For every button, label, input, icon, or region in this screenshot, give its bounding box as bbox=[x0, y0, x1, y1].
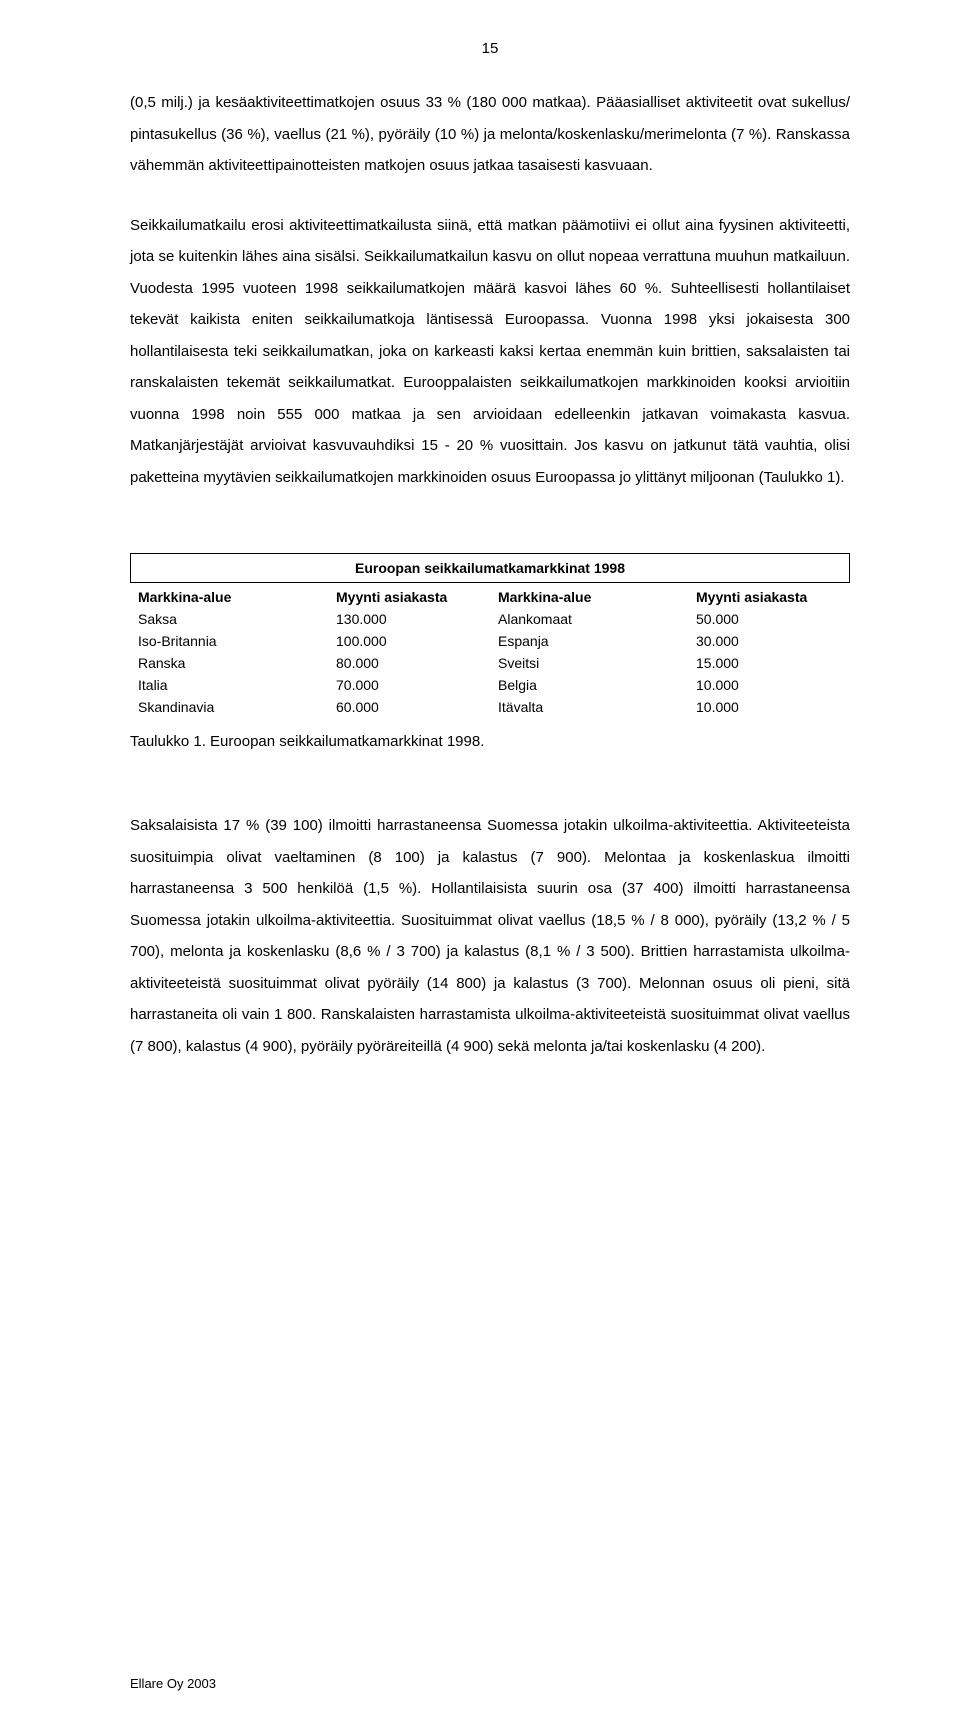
table-row: Ranska 80.000 bbox=[130, 655, 490, 671]
cell-value: 100.000 bbox=[328, 633, 490, 649]
table-header-row: Markkina-alue Myynti asiakasta bbox=[130, 589, 490, 605]
cell-value: 50.000 bbox=[688, 611, 850, 627]
page-number: 15 bbox=[130, 40, 850, 57]
paragraph-1: (0,5 milj.) ja kesäaktiviteettimatkojen … bbox=[130, 87, 850, 182]
table-row: Belgia 10.000 bbox=[490, 677, 850, 693]
table-row: Espanja 30.000 bbox=[490, 633, 850, 649]
cell-value: 15.000 bbox=[688, 655, 850, 671]
cell-area: Ranska bbox=[130, 655, 328, 671]
cell-value: 130.000 bbox=[328, 611, 490, 627]
footer-text: Ellare Oy 2003 bbox=[130, 1676, 216, 1691]
market-table-container: Euroopan seikkailumatkamarkkinat 1998 Ma… bbox=[130, 553, 850, 721]
cell-value: 10.000 bbox=[688, 677, 850, 693]
table-row: Saksa 130.000 bbox=[130, 611, 490, 627]
cell-area: Alankomaat bbox=[490, 611, 688, 627]
cell-area: Saksa bbox=[130, 611, 328, 627]
cell-value: 10.000 bbox=[688, 699, 850, 715]
market-table-left: Markkina-alue Myynti asiakasta Saksa 130… bbox=[130, 589, 490, 721]
table-row: Italia 70.000 bbox=[130, 677, 490, 693]
cell-area: Belgia bbox=[490, 677, 688, 693]
cell-area: Skandinavia bbox=[130, 699, 328, 715]
table-row: Skandinavia 60.000 bbox=[130, 699, 490, 715]
table-row: Iso-Britannia 100.000 bbox=[130, 633, 490, 649]
table-caption: Taulukko 1. Euroopan seikkailumatkamarkk… bbox=[130, 733, 850, 750]
table-row: Sveitsi 15.000 bbox=[490, 655, 850, 671]
paragraph-2: Seikkailumatkailu erosi aktiviteettimatk… bbox=[130, 210, 850, 494]
document-page: 15 (0,5 milj.) ja kesäaktiviteettimatkoj… bbox=[0, 0, 960, 1150]
table-title: Euroopan seikkailumatkamarkkinat 1998 bbox=[130, 553, 850, 583]
cell-area: Italia bbox=[130, 677, 328, 693]
cell-value: 80.000 bbox=[328, 655, 490, 671]
cell-area: Itävalta bbox=[490, 699, 688, 715]
cell-value: 60.000 bbox=[328, 699, 490, 715]
cell-area: Sveitsi bbox=[490, 655, 688, 671]
table-row: Itävalta 10.000 bbox=[490, 699, 850, 715]
table-header-row: Markkina-alue Myynti asiakasta bbox=[490, 589, 850, 605]
header-area-right: Markkina-alue bbox=[490, 589, 688, 605]
cell-value: 30.000 bbox=[688, 633, 850, 649]
header-area-left: Markkina-alue bbox=[130, 589, 328, 605]
market-table: Markkina-alue Myynti asiakasta Saksa 130… bbox=[130, 589, 850, 721]
cell-value: 70.000 bbox=[328, 677, 490, 693]
paragraph-3: Saksalaisista 17 % (39 100) ilmoitti har… bbox=[130, 810, 850, 1062]
table-row: Alankomaat 50.000 bbox=[490, 611, 850, 627]
cell-area: Iso-Britannia bbox=[130, 633, 328, 649]
header-sales-right: Myynti asiakasta bbox=[688, 589, 850, 605]
market-table-right: Markkina-alue Myynti asiakasta Alankomaa… bbox=[490, 589, 850, 721]
header-sales-left: Myynti asiakasta bbox=[328, 589, 490, 605]
cell-area: Espanja bbox=[490, 633, 688, 649]
